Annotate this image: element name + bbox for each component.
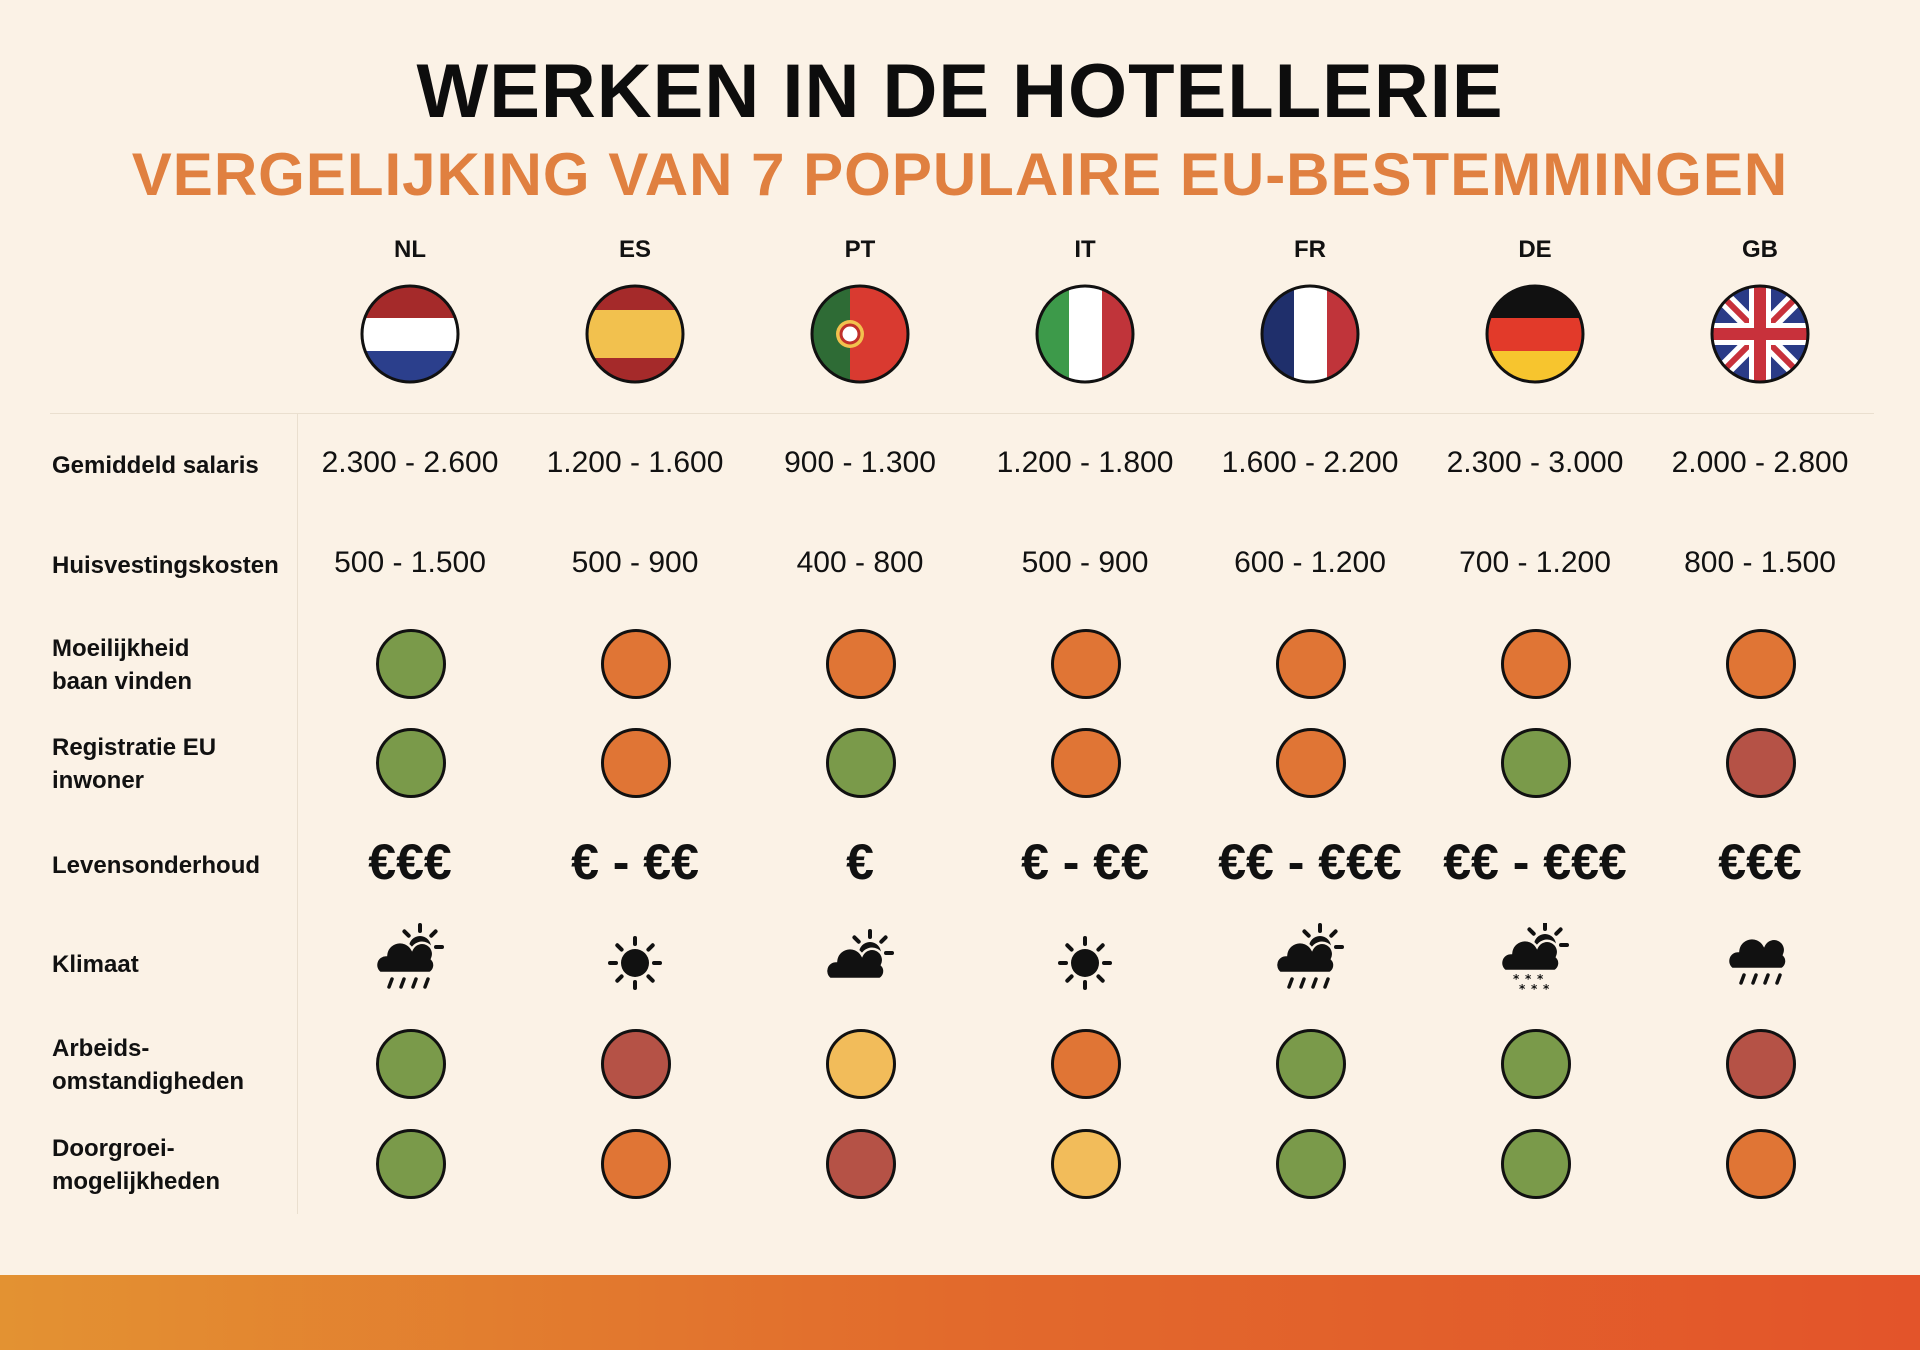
rating-dot-orange <box>1726 1129 1796 1199</box>
salaris-value: 2.000 - 2.800 <box>1671 446 1849 479</box>
rating-dot-green <box>376 728 446 798</box>
header-divider <box>50 413 1874 414</box>
rating-dot-orange <box>1051 728 1121 798</box>
uk-flag <box>1710 284 1810 384</box>
rating-dot-orange <box>826 629 896 699</box>
svg-text:*: * <box>1531 982 1538 996</box>
rating-dot-green <box>826 728 896 798</box>
cloud-rain-icon <box>1720 923 1800 1003</box>
huisvesting-value: 500 - 900 <box>1021 546 1149 579</box>
country-code-pt: PT <box>844 236 876 263</box>
cost-of-living-value: €€ - €€€ <box>1218 834 1402 890</box>
sun-cloud-rain-icon <box>1270 923 1350 1003</box>
rating-dot-orange <box>601 1129 671 1199</box>
rating-dot-green <box>376 1129 446 1199</box>
sun-cloud-rain-icon <box>370 923 450 1003</box>
page-subtitle: VERGELIJKING VAN 7 POPULAIRE EU-BESTEMMI… <box>131 141 1789 208</box>
label-column-divider <box>297 414 298 1214</box>
rating-dot-orange <box>601 728 671 798</box>
cost-of-living-value: € <box>846 834 874 890</box>
cost-of-living-value: € - €€ <box>1021 834 1149 890</box>
salaris-value: 1.200 - 1.600 <box>546 446 724 479</box>
svg-text:*: * <box>1519 982 1526 996</box>
rating-dot-green <box>1501 1129 1571 1199</box>
country-code-de: DE <box>1518 236 1552 263</box>
rating-dot-yellow <box>826 1029 896 1099</box>
country-code-fr: FR <box>1294 236 1326 263</box>
huisvesting-value: 400 - 800 <box>796 546 924 579</box>
row-label-levensonderhoud: Levensonderhoud <box>52 852 261 879</box>
salaris-value: 900 - 1.300 <box>784 446 936 479</box>
row-label-doorgroei: Doorgroei- mogelijkheden <box>52 1135 221 1195</box>
rating-dot-green <box>1276 1129 1346 1199</box>
huisvesting-value: 500 - 900 <box>571 546 699 579</box>
salaris-value: 2.300 - 3.000 <box>1446 446 1624 479</box>
salaris-value: 1.600 - 2.200 <box>1221 446 1399 479</box>
rating-dot-orange <box>1501 629 1571 699</box>
salaris-value: 1.200 - 1.800 <box>996 446 1174 479</box>
sun-icon <box>1045 923 1125 1003</box>
sun-cloud-snow-icon: * * * * * * <box>1495 921 1575 1003</box>
svg-text:*: * <box>1525 972 1532 986</box>
country-code-nl: NL <box>394 236 426 263</box>
rating-dot-green <box>1276 1029 1346 1099</box>
country-code-it: IT <box>1074 236 1096 263</box>
spain-flag <box>585 284 685 384</box>
cost-of-living-value: €€€ <box>1718 834 1802 890</box>
rating-dot-orange <box>1726 629 1796 699</box>
cost-of-living-value: € - €€ <box>571 834 699 890</box>
rating-dot-green <box>376 629 446 699</box>
rating-dot-yellow <box>1051 1129 1121 1199</box>
row-label-huisvesting: Huisvestingskosten <box>52 552 279 579</box>
rating-dot-green <box>1501 1029 1571 1099</box>
rating-dot-orange <box>1051 629 1121 699</box>
svg-text:*: * <box>1513 972 1520 986</box>
huisvesting-value: 500 - 1.500 <box>334 546 486 579</box>
row-label-baan: Moeilijkheid baan vinden <box>52 635 193 695</box>
rating-dot-green <box>376 1029 446 1099</box>
huisvesting-value: 600 - 1.200 <box>1234 546 1386 579</box>
italy-flag <box>1035 284 1135 384</box>
svg-text:*: * <box>1537 972 1544 986</box>
rating-dot-orange <box>1276 629 1346 699</box>
sun-icon <box>595 923 675 1003</box>
rating-dot-red <box>601 1029 671 1099</box>
huisvesting-value: 800 - 1.500 <box>1684 546 1836 579</box>
rating-dot-green <box>1501 728 1571 798</box>
row-label-klimaat: Klimaat <box>52 951 139 978</box>
portugal-flag <box>810 284 910 384</box>
salaris-value: 2.300 - 2.600 <box>321 446 499 479</box>
rating-dot-red <box>826 1129 896 1199</box>
page-title: WERKEN IN DE HOTELLERIE <box>416 49 1504 134</box>
rating-dot-orange <box>1051 1029 1121 1099</box>
country-code-gb: GB <box>1742 236 1778 263</box>
row-label-registratie: Registratie EU inwoner <box>52 734 217 794</box>
rating-dot-red <box>1726 1029 1796 1099</box>
footer-bar <box>0 1275 1920 1350</box>
rating-dot-orange <box>1276 728 1346 798</box>
rating-dot-red <box>1726 728 1796 798</box>
germany-flag <box>1485 284 1585 384</box>
row-label-arbeid: Arbeids- omstandigheden <box>52 1035 245 1095</box>
svg-text:*: * <box>1543 982 1550 996</box>
sun-cloud-icon <box>820 923 900 1003</box>
cost-of-living-value: €€€ <box>368 834 452 890</box>
rating-dot-orange <box>601 629 671 699</box>
netherlands-flag <box>360 284 460 384</box>
country-code-es: ES <box>618 236 651 263</box>
cost-of-living-value: €€ - €€€ <box>1443 834 1627 890</box>
france-flag <box>1260 284 1360 384</box>
huisvesting-value: 700 - 1.200 <box>1459 546 1611 579</box>
row-label-salaris: Gemiddeld salaris <box>52 452 259 479</box>
